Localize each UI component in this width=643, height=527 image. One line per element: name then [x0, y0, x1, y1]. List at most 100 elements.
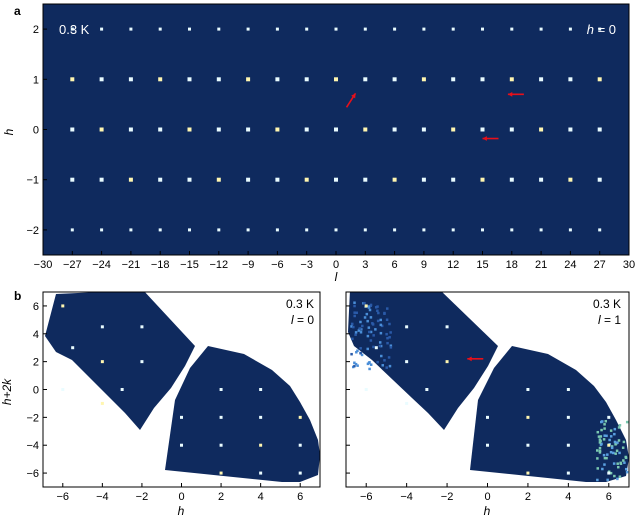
noise-pixel [387, 356, 391, 359]
bragg-peak [526, 388, 530, 391]
bragg-peak [246, 27, 250, 31]
noise-pixel [617, 426, 621, 429]
noise-pixel [380, 354, 383, 358]
noise-pixel [606, 453, 609, 456]
arrow-head [467, 356, 472, 362]
noise-pixel [378, 344, 382, 348]
noise-pixel [369, 363, 373, 366]
noise-pixel [608, 438, 611, 442]
noise-pixel [599, 435, 603, 438]
panel-b-right-axes: −6 −4 −2 0 2 4 6 [346, 305, 612, 503]
panel-b-right-xlabel: h [484, 504, 491, 518]
noise-pixel [601, 467, 604, 471]
bragg-peak [480, 127, 485, 132]
bragg-peak [334, 127, 338, 132]
x-tick-label: −6 [360, 491, 373, 503]
bragg-peak [363, 177, 368, 182]
noise-pixel [356, 364, 359, 367]
x-tick-label: 2 [218, 491, 224, 503]
bragg-peak [393, 27, 397, 31]
noise-pixel [366, 319, 369, 323]
x-tick-label: 30 [623, 259, 635, 271]
bragg-peak [421, 77, 426, 82]
bragg-peak [275, 177, 280, 182]
noise-pixel [385, 318, 389, 322]
x-tick-label: 6 [297, 491, 303, 503]
noise-pixel [605, 434, 608, 438]
panel-b-left-peaks [61, 304, 302, 475]
bragg-peak [393, 228, 397, 232]
bragg-peak [334, 177, 338, 182]
noise-pixel [388, 364, 392, 368]
noise-pixel [374, 306, 378, 309]
bragg-peak [275, 228, 279, 232]
x-tick-label: 6 [606, 491, 612, 503]
bragg-peak [392, 77, 397, 82]
bragg-peak [363, 27, 367, 31]
panel-b-left-temperature: 0.3 K [286, 297, 314, 311]
noise-pixel [604, 420, 608, 423]
x-tick-label: −9 [242, 259, 255, 271]
noise-pixel [369, 330, 373, 334]
bragg-peak [246, 127, 251, 132]
noise-pixel [350, 325, 353, 328]
bragg-peak [480, 177, 485, 182]
panel-b-right-peaks [364, 304, 611, 475]
bragg-peak [158, 27, 162, 31]
noise-pixel [367, 326, 371, 329]
noise-pixel [350, 352, 353, 356]
x-tick-label: −15 [180, 259, 199, 271]
bragg-peak [539, 228, 543, 232]
bragg-peak [425, 388, 429, 391]
bragg-peak [298, 443, 302, 447]
noise-pixel [352, 325, 355, 329]
panel-b-right: 0.3 K l = 1 −6 −4 −2 0 2 4 6 h [345, 291, 630, 518]
noise-pixel [374, 328, 377, 331]
noise-pixel [372, 345, 375, 349]
noise-pixel [368, 330, 371, 334]
y-tick-label: −2 [26, 225, 39, 237]
bragg-peak [405, 360, 409, 364]
noise-pixel [359, 320, 362, 324]
noise-pixel [389, 344, 393, 347]
x-tick-label: 0 [178, 491, 184, 503]
arrow-head [507, 91, 513, 97]
noise-pixel [606, 478, 609, 482]
noise-pixel [385, 366, 388, 369]
y-tick-label: 0 [33, 385, 39, 397]
x-tick-label: −2 [441, 491, 454, 503]
noise-pixel [351, 337, 354, 341]
bragg-peak [187, 127, 192, 132]
noise-pixel [598, 441, 602, 444]
noise-pixel [602, 453, 606, 457]
noise-pixel [613, 432, 616, 436]
panel-b-right-condition: l = 1 [598, 313, 621, 327]
noise-pixel [596, 457, 599, 460]
noise-pixel [353, 364, 356, 368]
bragg-peak [140, 325, 144, 329]
bragg-peak [486, 443, 489, 447]
panel-b-left-axes: −6 −4 −2 0 2 4 6 −6 −4 −2 0 2 4 6 [26, 301, 303, 503]
noise-pixel [597, 435, 601, 438]
panel-b-right-noise [350, 301, 629, 482]
noise-pixel [350, 322, 354, 326]
noise-pixel [618, 424, 622, 427]
bragg-peak [158, 77, 163, 82]
noise-pixel [354, 362, 358, 366]
arrow-head [482, 136, 487, 141]
noise-pixel [613, 474, 616, 478]
noise-pixel [603, 427, 606, 430]
bragg-peak [305, 27, 309, 31]
noise-pixel [602, 438, 606, 441]
noise-pixel [617, 439, 621, 442]
bragg-peak [451, 127, 456, 132]
bragg-peak [188, 27, 191, 31]
panel-a-axes: −30 −27 −24 −21 −18 −15 −12 −9 −6 −3 0 3 6 9 12 15 18 21 2… [26, 24, 635, 271]
bragg-peak [100, 325, 104, 329]
bragg-peak [216, 77, 221, 82]
bragg-peak [71, 346, 75, 350]
noise-pixel [598, 451, 602, 454]
noise-pixel [624, 467, 628, 471]
x-tick-label: 21 [535, 259, 547, 271]
bragg-peak [598, 27, 602, 31]
